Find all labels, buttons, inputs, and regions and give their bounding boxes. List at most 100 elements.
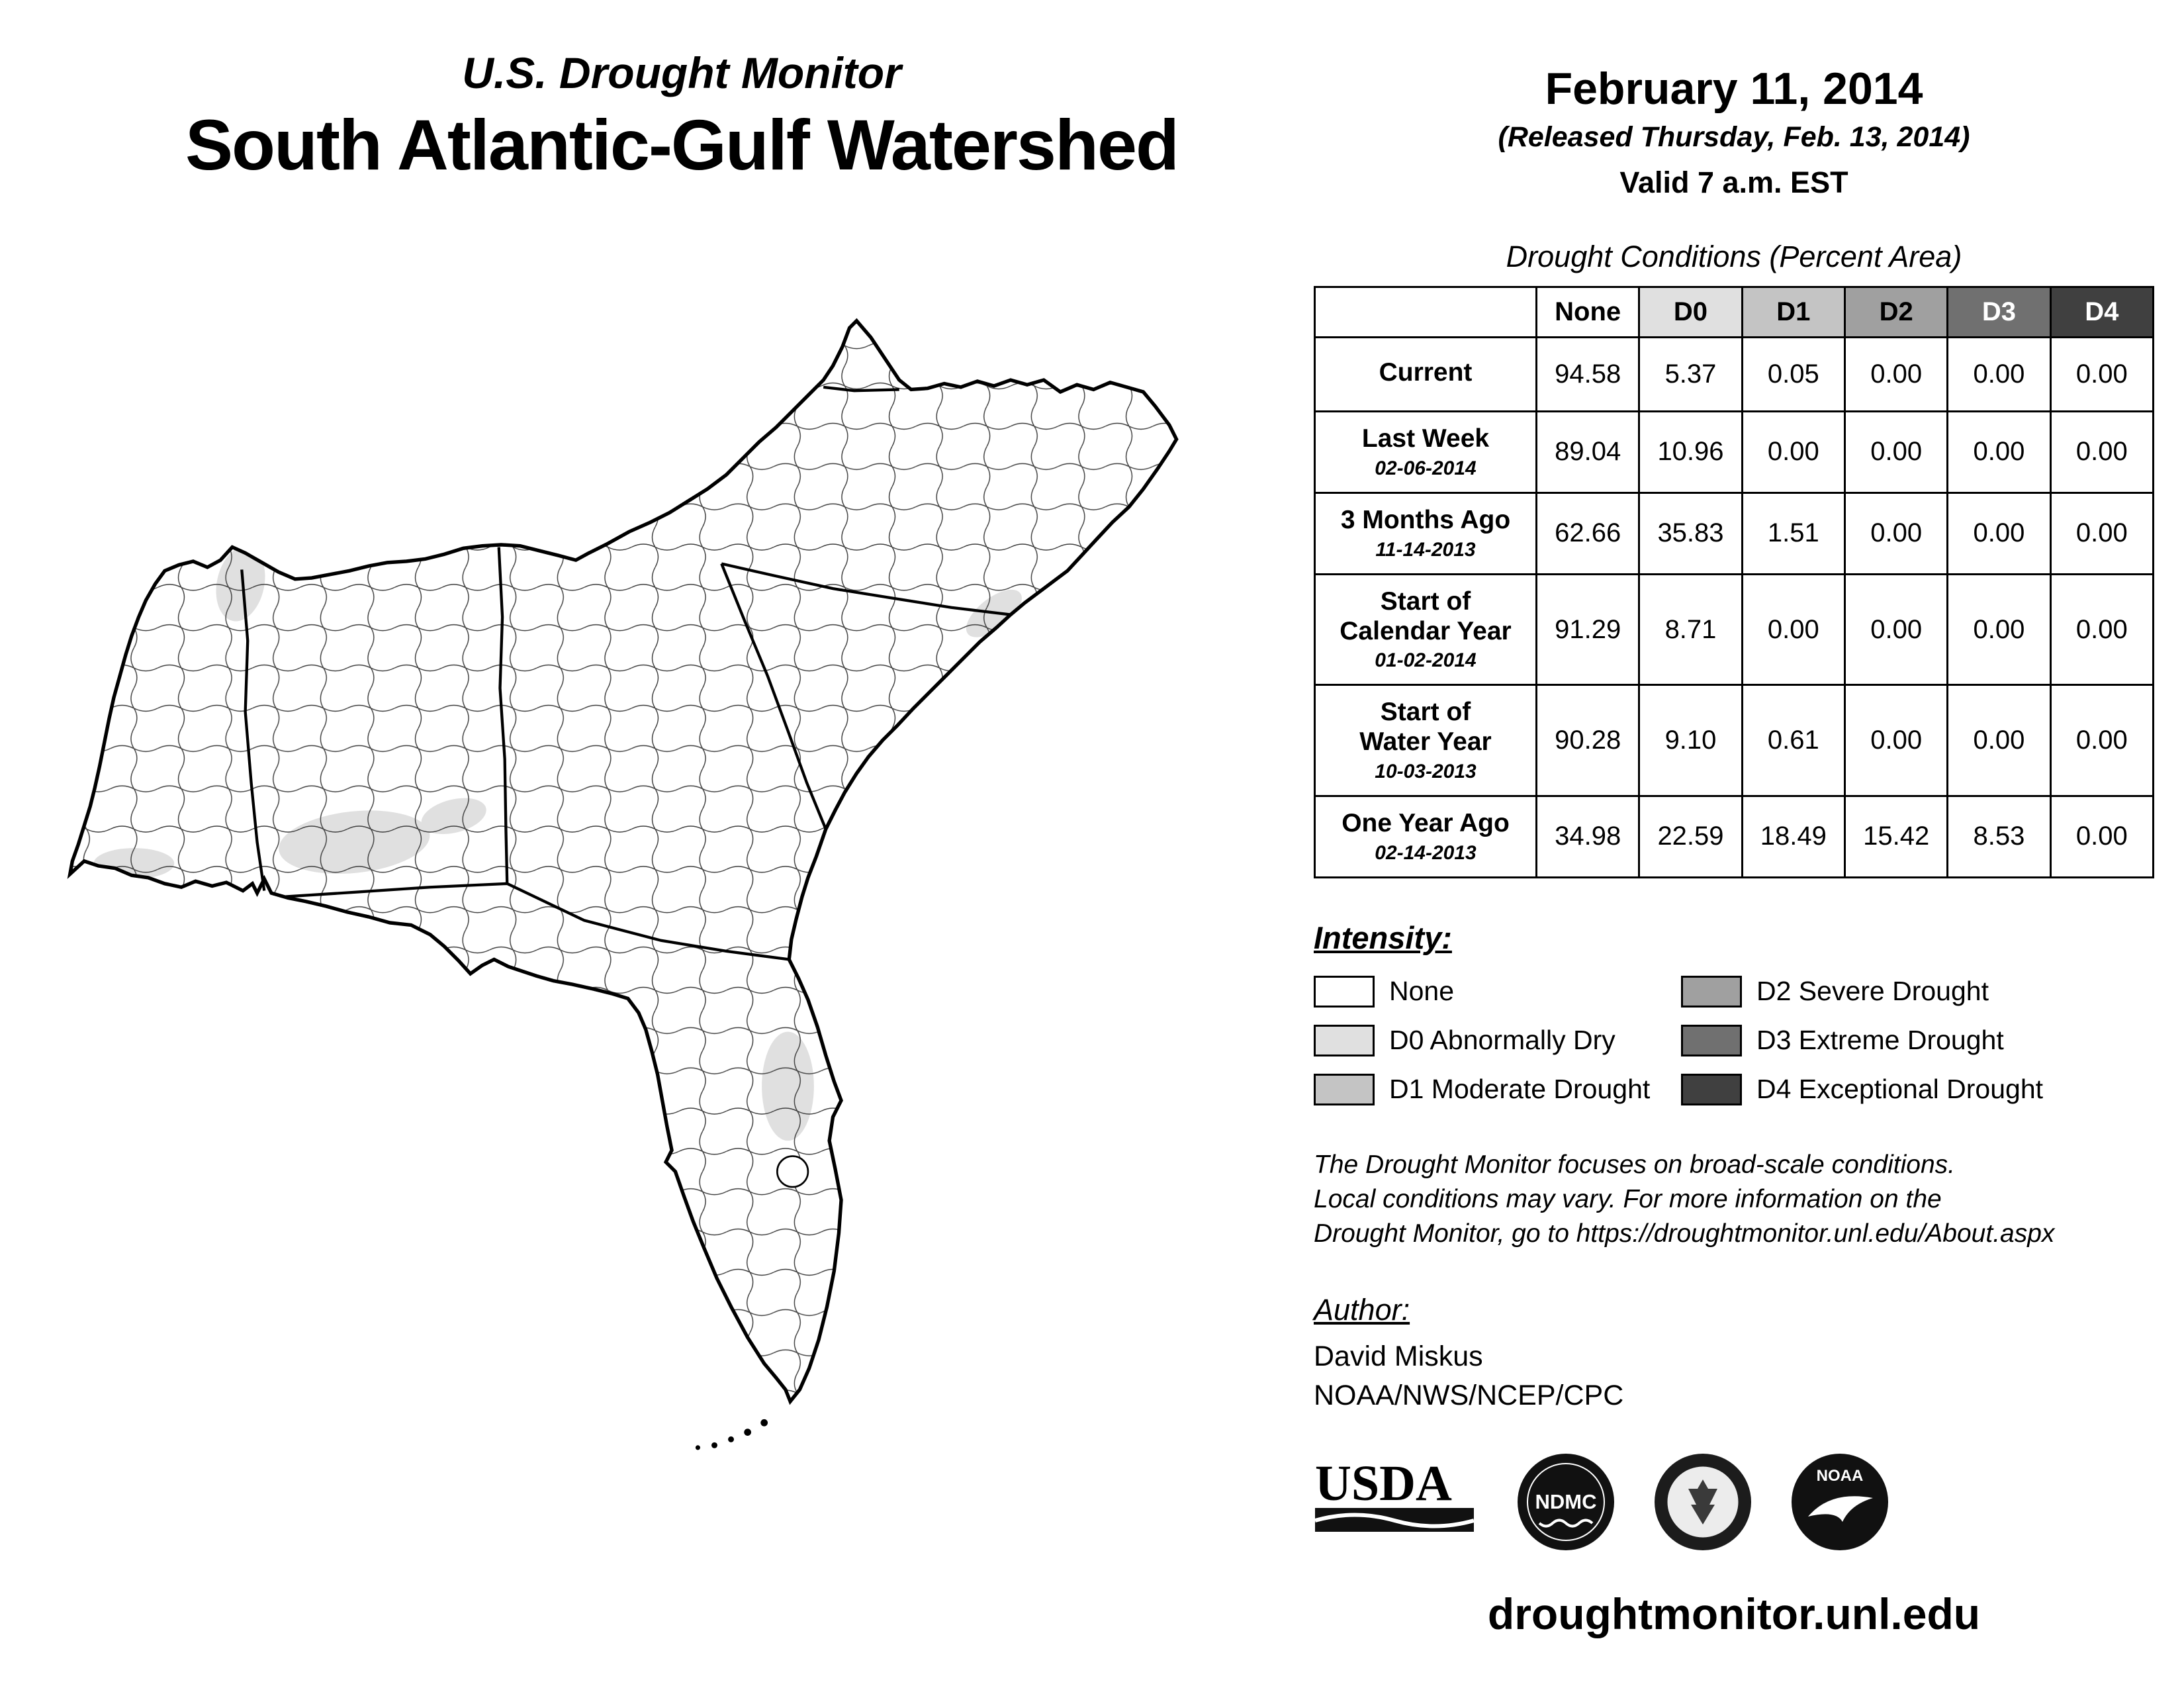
footer-url: droughtmonitor.unl.edu <box>1487 1589 1981 1638</box>
row-label: 3 Months Ago <box>1340 505 1511 534</box>
row-date: 02-06-2014 <box>1375 457 1477 479</box>
release-date: (Released Thursday, Feb. 13, 2014) <box>1498 121 1970 153</box>
col-header-d1: D1 <box>1741 286 1846 338</box>
state-border-al-ga <box>497 547 509 884</box>
table-cell: 0.00 <box>1843 336 1949 412</box>
table-cell: 9.10 <box>1638 684 1743 798</box>
legend-swatch-d4 <box>1681 1073 1742 1105</box>
legend-label: D2 Severe Drought <box>1756 976 1989 1007</box>
table-cell: 0.00 <box>1843 573 1949 686</box>
row-date: 10-03-2013 <box>1375 761 1477 783</box>
row-label: Start of Calendar Year <box>1340 586 1512 645</box>
ndmc-logo: NDMC <box>1518 1453 1614 1550</box>
author-name: David Miskus <box>1314 1340 1483 1372</box>
table-header-row: None D0 D1 D2 D3 D4 <box>1314 286 2155 338</box>
row-header: Current <box>1314 336 1537 412</box>
table-cell: 0.00 <box>1946 684 2052 798</box>
row-header: Start of Calendar Year 01-02-2014 <box>1314 573 1537 686</box>
table-cell: 0.00 <box>1843 491 1949 575</box>
row-header: Last Week 02-06-2014 <box>1314 410 1537 494</box>
table-cell: 62.66 <box>1535 491 1641 575</box>
legend-label: D3 Extreme Drought <box>1756 1025 2004 1056</box>
row-label: Current <box>1379 357 1473 387</box>
table-cell: 0.00 <box>2049 795 2155 878</box>
florida-keys <box>695 1419 768 1450</box>
table-cell: 0.00 <box>1843 684 1949 798</box>
col-header-none: None <box>1535 286 1641 338</box>
table-row-start-calendar-year: Start of Calendar Year 01-02-2014 91.29 … <box>1314 573 2155 686</box>
legend-item-d1: D1 Moderate Drought <box>1314 1073 1681 1105</box>
table-cell: 0.00 <box>2049 573 2155 686</box>
row-label: Last Week <box>1361 424 1490 453</box>
watershed-map <box>63 285 1248 1566</box>
author-organization: NOAA/NWS/NCEP/CPC <box>1314 1379 1624 1411</box>
row-header: Start of Water Year 10-03-2013 <box>1314 684 1537 798</box>
page-title: South Atlantic-Gulf Watershed <box>185 105 1179 185</box>
table-row-start-water-year: Start of Water Year 10-03-2013 90.28 9.1… <box>1314 684 2155 798</box>
drought-conditions-table: None D0 D1 D2 D3 D4 Current 94.58 5.37 0… <box>1314 286 2155 878</box>
table-corner-cell <box>1314 286 1537 338</box>
table-cell: 5.37 <box>1638 336 1743 412</box>
svg-text:NOAA: NOAA <box>1817 1467 1864 1485</box>
table-cell: 91.29 <box>1535 573 1641 686</box>
table-cell: 0.00 <box>1946 336 2052 412</box>
lake-okeechobee <box>776 1155 809 1188</box>
seagull-icon <box>1808 1495 1873 1522</box>
legend-label: D0 Abnormally Dry <box>1389 1025 1615 1056</box>
row-label: Start of Water Year <box>1359 698 1492 757</box>
report-sidebar: February 11, 2014 (Released Thursday, Fe… <box>1314 63 2155 1639</box>
legend-swatch-d1 <box>1314 1073 1375 1105</box>
legend-item-none: None <box>1314 975 1681 1008</box>
table-caption: Drought Conditions (Percent Area) <box>1506 240 1962 273</box>
disclaimer-line: The Drought Monitor focuses on broad-sca… <box>1314 1150 1956 1179</box>
legend-swatch-d0 <box>1314 1024 1375 1056</box>
table-cell: 0.00 <box>1741 573 1846 686</box>
legend-label: D1 Moderate Drought <box>1389 1074 1651 1105</box>
agency-logos: USDA NDMC NOAA <box>1314 1452 2154 1552</box>
state-border-fl-north <box>285 882 790 961</box>
table-cell: 0.61 <box>1741 684 1846 798</box>
report-title-block: U.S. Drought Monitor South Atlantic-Gulf… <box>26 48 1337 186</box>
state-borders <box>240 385 1011 961</box>
intensity-legend: None D0 Abnormally Dry D1 Moderate Droug… <box>1314 975 2154 1105</box>
state-border-ms-al <box>240 569 266 891</box>
legend-swatch-d2 <box>1681 975 1742 1008</box>
table-cell: 0.00 <box>1843 410 1949 494</box>
table-cell: 8.71 <box>1638 573 1743 686</box>
county-boundaries <box>69 320 1177 1402</box>
col-header-d0: D0 <box>1638 286 1743 338</box>
table-cell: 0.00 <box>2049 336 2155 412</box>
disclaimer-line: Drought Monitor, go to https://droughtmo… <box>1314 1219 2055 1248</box>
col-header-d3: D3 <box>1946 286 2052 338</box>
table-cell: 90.28 <box>1535 684 1641 798</box>
state-border-nc-sc <box>721 562 1011 616</box>
legend-label: D4 Exceptional Drought <box>1756 1074 2044 1105</box>
table-cell: 0.00 <box>2049 491 2155 575</box>
table-cell: 94.58 <box>1535 336 1641 412</box>
table-cell: 35.83 <box>1638 491 1743 575</box>
table-cell: 1.51 <box>1741 491 1846 575</box>
noaa-logo: NOAA <box>1792 1453 1888 1550</box>
table-cell: 15.42 <box>1843 795 1949 878</box>
legend-item-d3: D3 Extreme Drought <box>1681 1024 2154 1056</box>
disclaimer-line: Local conditions may vary. For more info… <box>1314 1185 1942 1214</box>
row-label: One Year Ago <box>1342 809 1510 838</box>
legend-swatch-d3 <box>1681 1024 1742 1056</box>
author-heading: Author: <box>1314 1292 1410 1327</box>
legend-item-d4: D4 Exceptional Drought <box>1681 1073 2154 1105</box>
col-header-d4: D4 <box>2049 286 2155 338</box>
svg-text:USDA: USDA <box>1315 1459 1452 1511</box>
table-row-one-year-ago: One Year Ago 02-14-2013 34.98 22.59 18.4… <box>1314 795 2155 878</box>
table-cell: 0.05 <box>1741 336 1846 412</box>
table-cell: 8.53 <box>1946 795 2052 878</box>
table-cell: 22.59 <box>1638 795 1743 878</box>
table-cell: 10.96 <box>1638 410 1743 494</box>
table-cell: 34.98 <box>1535 795 1641 878</box>
row-header: 3 Months Ago 11-14-2013 <box>1314 491 1537 575</box>
commerce-seal <box>1655 1453 1751 1550</box>
report-date: February 11, 2014 <box>1545 64 1923 114</box>
valid-time: Valid 7 a.m. EST <box>1619 165 1848 199</box>
disclaimer-text: The Drought Monitor focuses on broad-sca… <box>1314 1148 2154 1252</box>
legend-item-d2: D2 Severe Drought <box>1681 975 2154 1008</box>
